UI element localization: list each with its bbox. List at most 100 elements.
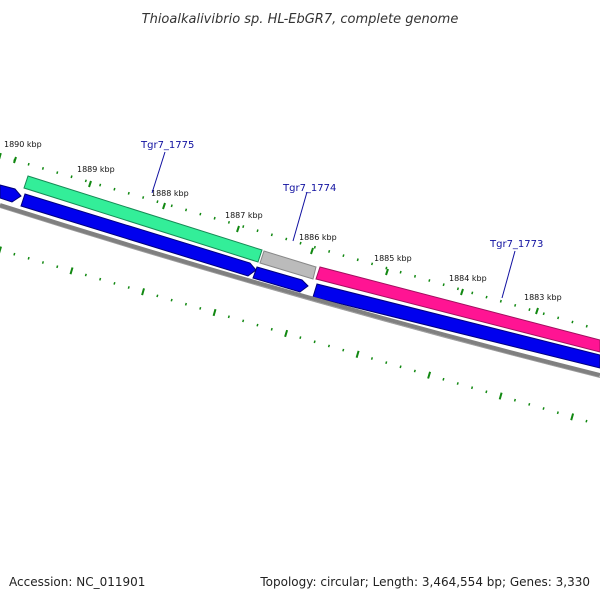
ring-tick (184, 302, 188, 306)
ring-tick (227, 220, 231, 224)
ring-tick (313, 245, 316, 249)
ring-tick (13, 252, 16, 256)
gene-label-leader (151, 151, 166, 194)
ring-tick (184, 208, 188, 212)
ring-tick (127, 191, 130, 195)
gene-label-tgr7-1773[interactable]: Tgr7_1773 (489, 239, 543, 250)
ring-tick (256, 323, 259, 327)
ring-tick (99, 277, 102, 281)
ring-tick (528, 402, 531, 406)
ring-tick (242, 225, 245, 229)
ring-tick (41, 166, 45, 170)
ring-tick (284, 329, 289, 338)
ring-tick (70, 175, 73, 179)
tick-label: 1890 kbp (4, 140, 42, 149)
ring-tick (41, 261, 45, 264)
genome-summary-text: Topology: circular; Length: 3,464,554 bp… (259, 575, 590, 589)
ring-tick (213, 216, 216, 220)
ring-tick (542, 407, 545, 410)
tick-label: 1884 kbp (449, 274, 487, 283)
ring-tick (385, 266, 388, 270)
ring-tick (156, 200, 159, 204)
gene-label-leader (501, 250, 516, 299)
ring-tick (571, 320, 574, 324)
ring-tick (413, 369, 416, 373)
ring-tick (313, 340, 316, 344)
ring-tick (528, 308, 531, 312)
ring-tick (0, 152, 2, 160)
tick-label: 1887 kbp (225, 211, 263, 220)
gene-feature-tgr7-1773[interactable] (315, 266, 600, 353)
tick-label: 1886 kbp (299, 233, 337, 242)
ring-tick (442, 377, 445, 381)
ring-tick (327, 344, 331, 348)
gene-label-leader (292, 191, 308, 242)
ring-tick (0, 246, 2, 254)
outer-tick-ring (0, 152, 588, 328)
cds-feature[interactable] (20, 193, 257, 277)
ring-tick (270, 233, 273, 237)
ring-tick (342, 348, 345, 352)
major-ticks (13, 156, 539, 315)
ring-tick (442, 283, 445, 287)
ring-tick (470, 386, 474, 390)
feature-track-genes (23, 175, 600, 353)
feature-track-cds (0, 184, 600, 369)
ring-tick (27, 256, 30, 260)
ring-tick (156, 294, 159, 298)
ring-tick (113, 187, 116, 191)
ring-tick (299, 241, 302, 245)
cds-feature[interactable] (0, 184, 22, 203)
ring-tick (585, 324, 588, 328)
ring-tick (399, 270, 402, 274)
ring-tick (514, 303, 517, 307)
ring-tick (227, 315, 230, 319)
genome-backbone (0, 203, 600, 377)
accession-text: Accession: NC_011901 (9, 575, 145, 589)
gene-labels: Tgr7_1775 Tgr7_1774 Tgr7_1773 (140, 140, 543, 299)
ring-tick (127, 286, 130, 289)
ring-tick (56, 171, 59, 175)
tick-labels: 1890 kbp 1889 kbp 1888 kbp 1887 kbp 1886… (4, 140, 562, 302)
ring-tick (242, 319, 245, 323)
ring-tick (370, 357, 374, 360)
ring-tick (84, 273, 87, 277)
gene-label-tgr7-1774[interactable]: Tgr7_1774 (282, 183, 336, 194)
gene-label-tgr7-1775[interactable]: Tgr7_1775 (140, 140, 194, 151)
ring-tick (212, 308, 217, 317)
ring-tick (142, 196, 145, 199)
ring-tick (485, 295, 488, 299)
ring-tick (69, 267, 74, 275)
ring-tick (413, 274, 417, 278)
inner-tick-ring (0, 246, 588, 423)
ring-tick (56, 265, 59, 269)
ring-tick (199, 212, 202, 216)
ring-tick (428, 279, 431, 282)
tick-label: 1885 kbp (374, 254, 412, 263)
ring-tick (199, 306, 202, 310)
cds-feature[interactable] (312, 283, 600, 369)
ring-tick (342, 254, 345, 258)
ring-tick (385, 361, 388, 365)
ring-tick (427, 371, 432, 379)
tick-label: 1889 kbp (77, 165, 115, 174)
ring-tick (556, 411, 559, 415)
map-title: Thioalkalivibrio sp. HL-EbGR7, complete … (142, 12, 459, 27)
ring-tick (513, 398, 517, 402)
gene-feature-tgr7-1774[interactable] (259, 250, 317, 280)
ring-tick (328, 249, 331, 253)
tick-label: 1888 kbp (151, 189, 189, 198)
ring-tick (355, 350, 360, 358)
ring-tick (170, 298, 173, 302)
ring-tick (285, 237, 288, 241)
ring-tick (570, 413, 575, 421)
ring-tick (498, 392, 503, 400)
gene-feature-tgr7-1775[interactable] (23, 175, 263, 263)
ring-tick (585, 419, 588, 423)
ring-tick (370, 262, 374, 266)
ring-tick (270, 327, 273, 331)
cds-feature[interactable] (252, 266, 309, 293)
ring-tick (170, 204, 173, 208)
ring-tick (456, 287, 460, 291)
